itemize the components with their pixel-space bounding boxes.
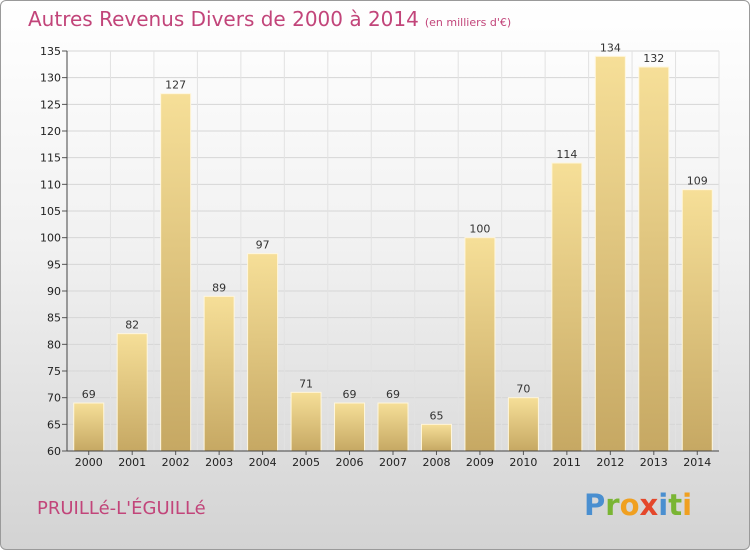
x-tick-label: 2001 — [118, 456, 146, 469]
x-tick-label: 2006 — [336, 456, 364, 469]
x-tick-label: 2014 — [683, 456, 711, 469]
bar — [247, 253, 279, 452]
logo-letter: t — [668, 488, 683, 522]
bar-value-label: 114 — [556, 148, 577, 161]
bar-value-label: 69 — [343, 388, 357, 401]
logo-letter: i — [658, 488, 669, 522]
y-tick-label: 75 — [47, 365, 61, 378]
proxiti-logo: Proxiti — [584, 488, 692, 522]
bar — [377, 402, 409, 452]
chart-title: Autres Revenus Divers de 2000 à 2014 (en … — [28, 7, 511, 31]
x-tick-label: 2008 — [422, 456, 450, 469]
logo-letter: P — [584, 488, 606, 522]
chart-unit-note: (en milliers d'€) — [424, 16, 512, 29]
bar — [160, 93, 192, 452]
bar-value-label: 132 — [643, 52, 664, 65]
bar-value-label: 89 — [212, 281, 226, 294]
logo-letter: x — [639, 488, 659, 522]
bar — [203, 295, 235, 452]
bar — [290, 391, 322, 452]
bar-value-label: 82 — [125, 319, 139, 332]
x-tick-label: 2013 — [640, 456, 668, 469]
axes: 60 65 70 75 80 85 90 95 100 105 110 115 120 125 130 135… — [40, 45, 719, 469]
bar — [73, 402, 105, 452]
bar-value-label: 127 — [165, 79, 186, 92]
x-tick-label: 2012 — [596, 456, 624, 469]
bar-value-label: 69 — [386, 388, 400, 401]
logo-letter: i — [682, 488, 693, 522]
y-tick-label: 120 — [40, 125, 61, 138]
y-tick-label: 130 — [40, 72, 61, 85]
bars: 69 82 127 89 97 71 69 69 65 100 70 114 134 132 109 — [73, 41, 713, 452]
y-tick-label: 125 — [40, 98, 61, 111]
bar — [638, 66, 670, 452]
bar-value-label: 65 — [429, 409, 443, 422]
y-tick-label: 110 — [40, 178, 61, 191]
bar — [681, 189, 713, 452]
bar-value-label: 70 — [516, 383, 530, 396]
y-tick-label: 70 — [47, 392, 61, 405]
y-tick-label: 60 — [47, 445, 61, 458]
bar-value-label: 97 — [256, 239, 270, 252]
x-tick-label: 2009 — [466, 456, 494, 469]
x-tick-label: 2010 — [509, 456, 537, 469]
bar — [334, 402, 366, 452]
bar — [464, 237, 496, 452]
y-tick-label: 115 — [40, 152, 61, 165]
chart-title-main: Autres Revenus Divers de 2000 à 2014 — [28, 7, 419, 31]
bar — [507, 397, 539, 452]
x-tick-label: 2007 — [379, 456, 407, 469]
bar — [116, 333, 148, 452]
y-tick-label: 65 — [47, 418, 61, 431]
bar-value-label: 109 — [687, 175, 708, 188]
bar-value-label: 71 — [299, 377, 313, 390]
x-tick-label: 2000 — [75, 456, 103, 469]
x-tick-label: 2005 — [292, 456, 320, 469]
bar-value-label: 69 — [82, 388, 96, 401]
bar — [594, 55, 626, 452]
bar — [420, 423, 452, 452]
bar-value-label: 134 — [600, 41, 621, 54]
logo-letter: r — [605, 488, 620, 522]
x-tick-label: 2004 — [249, 456, 277, 469]
y-tick-label: 90 — [47, 285, 61, 298]
x-tick-label: 2011 — [553, 456, 581, 469]
bar-value-label: 100 — [469, 223, 490, 236]
y-tick-label: 100 — [40, 232, 61, 245]
y-tick-label: 105 — [40, 205, 61, 218]
y-tick-label: 95 — [47, 258, 61, 271]
bar — [551, 162, 583, 452]
y-tick-label: 85 — [47, 312, 61, 325]
x-tick-label: 2002 — [162, 456, 190, 469]
y-tick-label: 80 — [47, 338, 61, 351]
y-tick-label: 135 — [40, 45, 61, 58]
x-tick-label: 2003 — [205, 456, 233, 469]
logo-letter: o — [619, 488, 640, 522]
place-name: PRUILLé-L'ÉGUILLé — [37, 498, 206, 519]
